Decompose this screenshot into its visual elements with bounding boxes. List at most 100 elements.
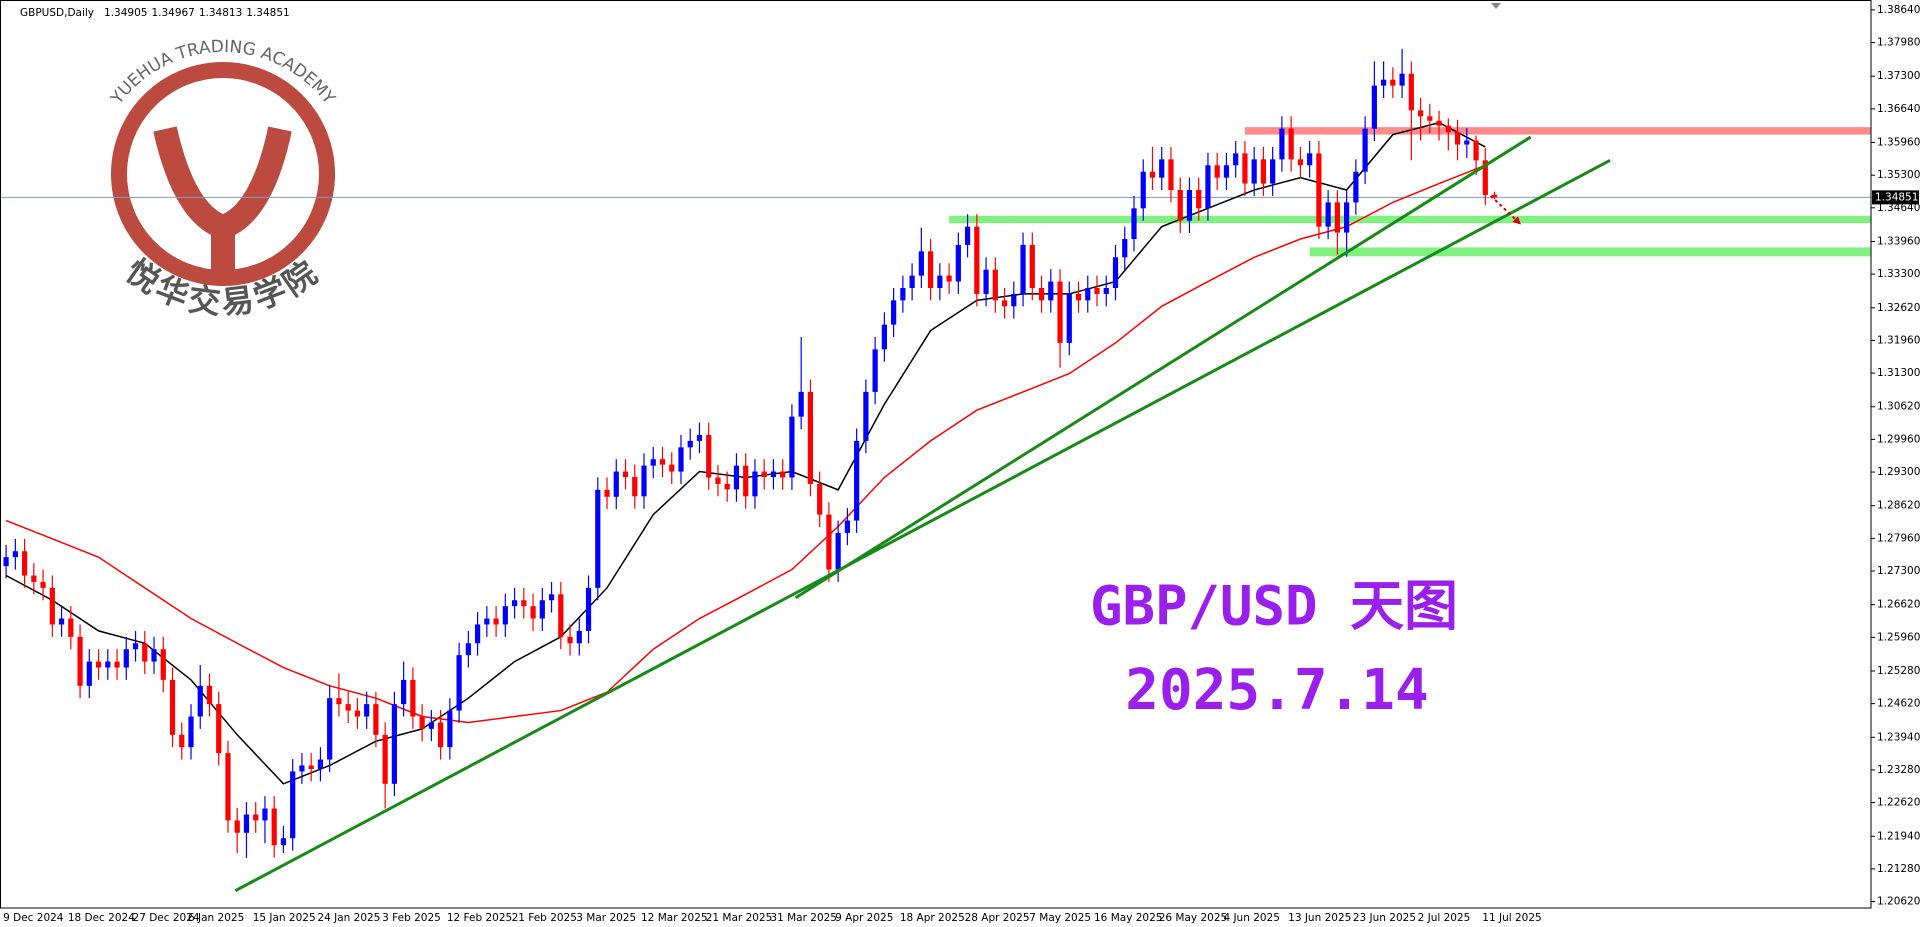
y-tick-label: 1.30620 [1877, 401, 1920, 413]
x-tick-label: 9 Apr 2025 [835, 912, 893, 924]
candle-body [1288, 128, 1294, 160]
candle-body [955, 244, 961, 282]
candle-body [1399, 73, 1405, 86]
y-tick-label: 1.25280 [1877, 665, 1920, 677]
header-ohlc: 1.34851 [246, 7, 289, 19]
candle-body [299, 765, 305, 772]
x-tick-label: 2 Jul 2025 [1418, 912, 1471, 924]
candle-body [706, 434, 712, 478]
candle-body [1445, 125, 1451, 133]
y-tick-label: 1.22620 [1877, 797, 1920, 809]
candle-body [1307, 153, 1313, 166]
candle-body [1159, 159, 1165, 178]
candle-body [817, 483, 823, 515]
candle-body [290, 771, 296, 839]
candle-body [1205, 165, 1211, 209]
header-ohlc: 1.34967 [151, 7, 194, 19]
candle-body [21, 551, 28, 576]
zone [1244, 127, 1871, 135]
y-tick-label: 1.32620 [1877, 302, 1920, 314]
forecast-arrow [1490, 195, 1521, 225]
candle-body [669, 464, 675, 472]
header-ohlc: 1.34813 [199, 7, 242, 19]
candle-body [1251, 159, 1257, 184]
x-tick-label: 23 Jun 2025 [1353, 912, 1416, 924]
candle-body [1491, 194, 1498, 198]
candle-body [918, 251, 924, 276]
candle-body [761, 471, 767, 478]
x-tick-label: 4 Jun 2025 [1223, 912, 1279, 924]
candle-body [86, 661, 92, 686]
y-tick-label: 1.29300 [1877, 466, 1920, 478]
candle-body [724, 483, 730, 490]
candle-body [891, 300, 897, 325]
x-tick-label: 21 Feb 2025 [512, 912, 577, 924]
y-tick-label: 1.36640 [1877, 103, 1920, 115]
candle-body [530, 606, 536, 619]
candle-body [715, 477, 721, 484]
candle-body [336, 698, 342, 705]
shift-marker [1491, 3, 1501, 9]
candle-body [1381, 79, 1387, 86]
candle-body [1085, 287, 1091, 301]
price-label: 1.34851 [1875, 191, 1918, 203]
candle-body [604, 489, 610, 497]
candle-body [974, 226, 980, 294]
candle-body [595, 489, 601, 588]
candle-body [900, 287, 906, 301]
candle-body [743, 465, 749, 497]
plot-frame [0, 0, 1872, 909]
x-tick-label: 11 Jul 2025 [1482, 912, 1541, 924]
y-tick-label: 1.21940 [1877, 830, 1920, 842]
y-tick-label: 1.37980 [1877, 37, 1920, 49]
candle-body [225, 753, 231, 821]
candle-body [428, 722, 434, 729]
candle-body [1196, 190, 1202, 209]
candle-body [1371, 85, 1377, 129]
candle-body [391, 704, 397, 784]
candle-body [474, 624, 481, 644]
candle-body [317, 759, 324, 769]
candle-body [308, 765, 314, 769]
candle-body [1122, 238, 1128, 258]
x-tick-label: 26 May 2025 [1159, 912, 1227, 924]
candle-body [1408, 73, 1414, 111]
x-tick-label: 31 Mar 2025 [770, 912, 837, 924]
candle-body [1436, 120, 1442, 126]
y-tick-label: 1.24620 [1877, 698, 1920, 710]
candle-body [188, 716, 194, 748]
candle-body [410, 679, 416, 717]
candle-body [752, 471, 758, 497]
candle-body [659, 459, 666, 465]
header-symbol: GBPUSD,Daily [20, 7, 94, 19]
x-tick-label: 3 Mar 2025 [576, 912, 636, 924]
candle-body [49, 587, 55, 625]
candle-body [132, 643, 139, 650]
candle-body [40, 581, 46, 588]
candle-body [576, 630, 582, 644]
candle-body [539, 600, 545, 619]
y-tick-label: 1.23280 [1877, 764, 1920, 776]
candle-body [613, 471, 619, 497]
candle-body [826, 514, 832, 570]
candle-body [1066, 293, 1072, 343]
candle-body [373, 704, 379, 735]
y-tick-label: 1.33960 [1877, 235, 1920, 247]
candle-body [1390, 79, 1396, 86]
candle-body [179, 734, 185, 748]
candle-body [382, 734, 388, 784]
candle-body [798, 391, 804, 417]
candle-body [1038, 287, 1045, 301]
y-tick-label: 1.20620 [1877, 896, 1920, 908]
x-tick-label: 27 Dec 2024 [133, 912, 200, 924]
zone [949, 215, 1871, 224]
candle-body [262, 808, 268, 821]
candle-body [992, 269, 998, 301]
candle-body [1011, 293, 1017, 307]
candle-body [68, 618, 74, 637]
candle-body [678, 447, 684, 472]
y-tick-label: 1.35300 [1877, 169, 1920, 181]
x-tick-label: 24 Jan 2025 [317, 912, 380, 924]
candle-body [1233, 153, 1239, 166]
candle-body [1325, 202, 1331, 227]
